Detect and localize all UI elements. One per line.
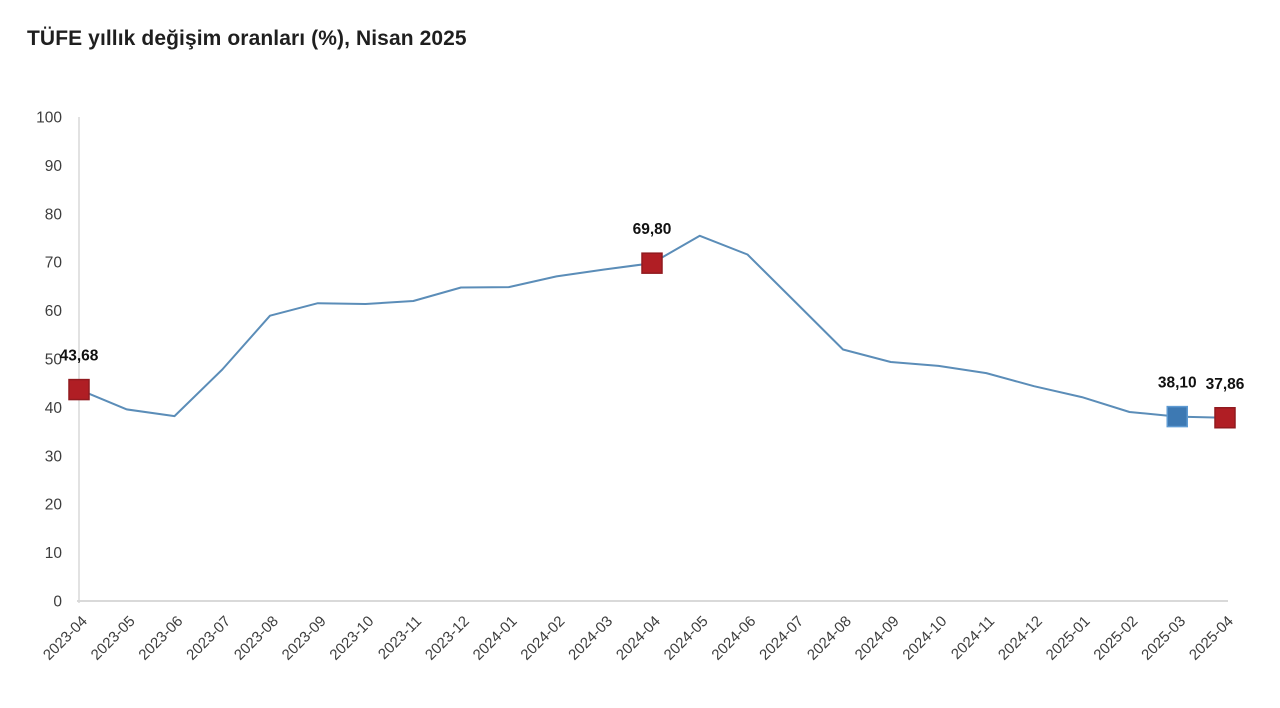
x-tick-label: 2024-02 xyxy=(517,613,568,664)
x-tick-label: 2023-06 xyxy=(135,613,186,664)
y-tick-label: 20 xyxy=(45,497,63,514)
x-tick-label: 2024-09 xyxy=(852,613,903,664)
x-tick-label: 2023-10 xyxy=(326,613,377,664)
x-tick-label: 2023-04 xyxy=(40,613,91,664)
data-point-label-2023-04: 43,68 xyxy=(60,348,99,365)
x-tick-label: 2024-03 xyxy=(565,613,616,664)
x-tick-label: 2024-07 xyxy=(756,613,807,664)
x-tick-label: 2023-05 xyxy=(88,613,139,664)
x-tick-label: 2024-01 xyxy=(470,613,521,664)
x-tick-label: 2025-04 xyxy=(1186,613,1237,664)
y-tick-label: 30 xyxy=(45,448,63,465)
chart-title: TÜFE yıllık değişim oranları (%), Nisan … xyxy=(27,27,467,50)
y-tick-label: 0 xyxy=(53,594,62,611)
y-tick-label: 70 xyxy=(45,255,63,272)
data-point-marker-2025-03 xyxy=(1166,405,1188,428)
y-tick-label: 60 xyxy=(45,303,63,320)
y-tick-label: 40 xyxy=(45,400,63,417)
data-point-label-2025-03: 38,10 xyxy=(1158,375,1197,392)
y-tick-label: 50 xyxy=(45,352,63,369)
x-tick-label: 2023-09 xyxy=(279,613,330,664)
data-point-marker-2024-04 xyxy=(641,252,663,274)
x-tick-label: 2024-06 xyxy=(708,613,759,664)
x-tick-label: 2024-12 xyxy=(995,613,1046,664)
y-tick-label: 80 xyxy=(45,206,63,223)
data-point-label-2025-04: 37,86 xyxy=(1206,376,1245,393)
x-tick-label: 2024-10 xyxy=(899,613,950,664)
y-tick-label: 90 xyxy=(45,158,63,175)
data-point-marker-2025-04 xyxy=(1214,407,1236,429)
y-tick-label: 100 xyxy=(36,110,62,127)
x-tick-label: 2024-11 xyxy=(948,613,998,663)
x-tick-label: 2024-04 xyxy=(613,613,664,664)
x-tick-label: 2023-07 xyxy=(183,613,234,664)
x-tick-label: 2023-12 xyxy=(422,613,473,664)
x-tick-label: 2025-01 xyxy=(1043,613,1094,664)
x-tick-label: 2025-02 xyxy=(1090,613,1141,664)
data-point-marker-2023-04 xyxy=(68,378,90,401)
x-tick-label: 2024-05 xyxy=(661,613,712,664)
x-tick-label: 2023-08 xyxy=(231,613,282,664)
y-tick-label: 10 xyxy=(45,545,63,562)
x-tick-label: 2024-08 xyxy=(804,613,855,664)
x-tick-label: 2023-11 xyxy=(375,613,425,663)
x-tick-label: 2025-03 xyxy=(1138,613,1189,664)
data-point-label-2024-04: 69,80 xyxy=(633,221,672,238)
